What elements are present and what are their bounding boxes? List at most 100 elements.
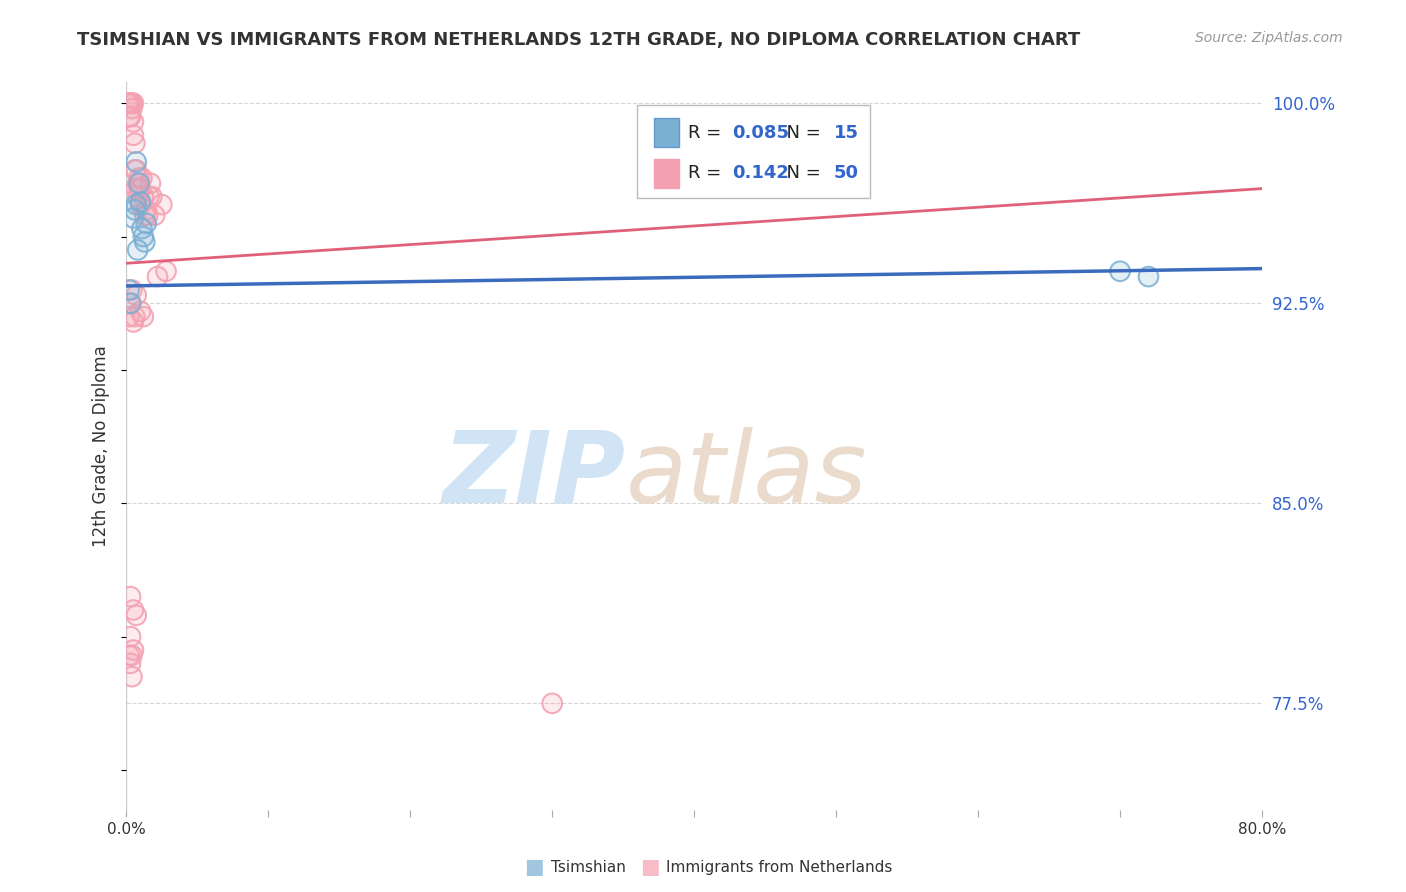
Point [1137,269,1160,284]
Point [127,189,149,203]
Point [134,208,156,222]
Text: Source: ZipAtlas.com: Source: ZipAtlas.com [1195,31,1343,45]
Point [117,96,139,111]
Text: TSIMSHIAN VS IMMIGRANTS FROM NETHERLANDS 12TH GRADE, NO DIPLOMA CORRELATION CHAR: TSIMSHIAN VS IMMIGRANTS FROM NETHERLANDS… [77,31,1081,49]
Point [135,202,157,217]
Point [121,102,143,116]
Point [125,181,148,195]
Point [120,296,142,310]
Point [125,181,148,195]
Point [124,310,146,324]
Point [1109,264,1132,278]
Point [125,162,148,177]
Bar [654,119,679,147]
Point [122,315,145,329]
Point [127,176,149,190]
Point [125,155,148,169]
Point [120,657,142,671]
Point [131,221,153,235]
Point [128,176,150,190]
Point [125,155,148,169]
Point [121,670,143,684]
Point [118,96,141,111]
Point [131,170,153,185]
Point [136,208,159,222]
Point [118,96,141,111]
Point [129,181,152,195]
Point [121,648,143,663]
Text: N =: N = [775,124,827,142]
Point [124,136,146,151]
Point [118,110,141,124]
Point [132,189,155,203]
Point [117,96,139,111]
Point [122,115,145,129]
Point [131,170,153,185]
Point [125,608,148,623]
Point [143,208,166,222]
Text: 15: 15 [834,124,859,142]
Point [122,603,145,617]
Point [138,189,160,203]
Point [121,102,143,116]
Point [124,310,146,324]
FancyBboxPatch shape [637,105,870,198]
Point [120,296,142,310]
Point [541,697,564,711]
Text: R =: R = [689,124,727,142]
Point [120,96,142,111]
Point [128,181,150,195]
Point [132,310,155,324]
Point [136,208,159,222]
Point [128,181,150,195]
Text: ■: ■ [640,857,659,877]
Point [143,208,166,222]
Point [135,216,157,230]
Point [120,630,142,644]
Point [155,264,177,278]
Text: atlas: atlas [626,426,868,524]
Point [127,176,149,190]
Text: Immigrants from Netherlands: Immigrants from Netherlands [666,860,893,874]
Point [125,288,148,302]
Point [129,194,152,209]
Point [121,648,143,663]
Point [131,221,153,235]
Point [141,189,163,203]
Point [139,176,162,190]
Point [132,229,155,244]
Point [128,170,150,185]
Point [121,283,143,297]
Point [1137,269,1160,284]
Point [118,648,141,663]
Point [122,603,145,617]
Point [120,96,142,111]
Point [118,283,141,297]
Point [120,657,142,671]
Point [128,176,150,190]
Point [138,189,160,203]
Y-axis label: 12th Grade, No Diploma: 12th Grade, No Diploma [93,345,110,547]
Text: N =: N = [775,164,827,182]
Point [125,197,148,211]
Point [118,283,141,297]
Point [127,189,149,203]
Point [118,310,141,324]
Point [127,243,149,257]
Point [120,630,142,644]
Point [122,115,145,129]
Point [132,229,155,244]
Bar [654,159,679,188]
Point [134,208,156,222]
Point [146,269,169,284]
Point [124,162,146,177]
Text: R =: R = [689,164,727,182]
Point [541,697,564,711]
Point [125,288,148,302]
Point [120,110,142,124]
Point [122,96,145,111]
Point [146,269,169,284]
Point [124,202,146,217]
Point [141,189,163,203]
Point [129,304,152,318]
